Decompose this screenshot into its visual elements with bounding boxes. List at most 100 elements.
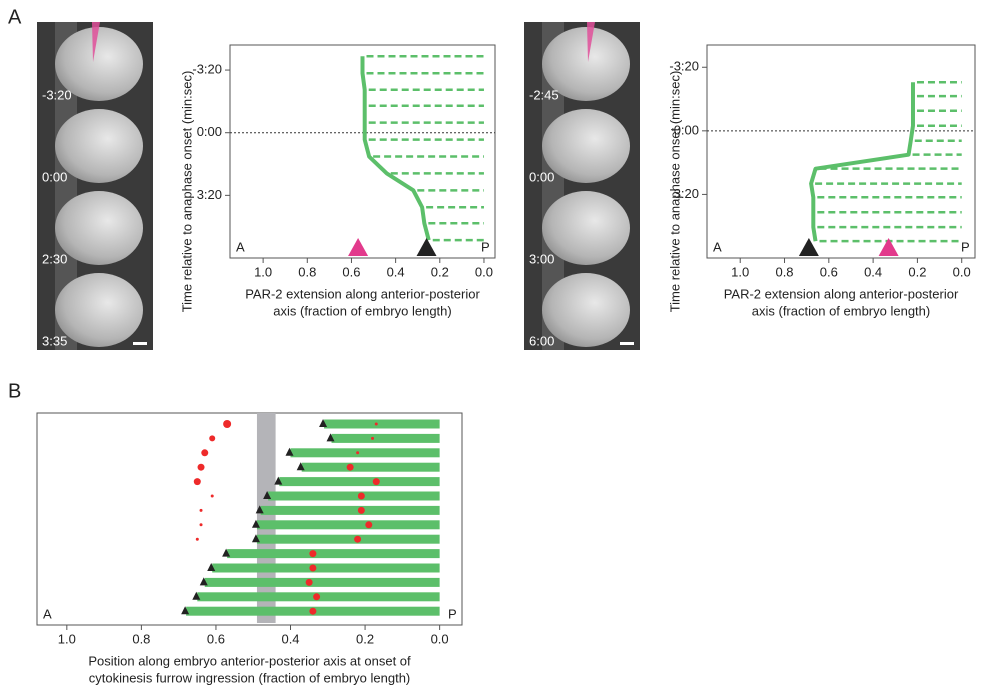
dot xyxy=(346,463,354,471)
bar-marker xyxy=(199,577,208,586)
bar xyxy=(256,534,440,544)
x-axis-label: axis (fraction of embryo length) xyxy=(273,303,451,318)
x-axis-label: cytokinesis furrow ingression (fraction … xyxy=(89,670,411,685)
bar-marker xyxy=(207,563,216,571)
bar xyxy=(260,505,440,515)
bar xyxy=(301,462,440,472)
x-tick-label: 0.4 xyxy=(864,264,882,279)
dot xyxy=(356,451,360,455)
timestamp: 3:35 xyxy=(42,333,67,348)
extension-trace xyxy=(360,56,431,241)
dot xyxy=(365,521,373,529)
x-tick-label: 0.0 xyxy=(475,264,493,279)
position-marker xyxy=(878,238,899,256)
position-marker xyxy=(798,238,819,256)
bar-marker xyxy=(274,476,283,485)
panel-label: B xyxy=(8,380,21,402)
dot xyxy=(309,550,317,558)
timestamp: 3:00 xyxy=(529,251,554,266)
dot xyxy=(195,537,199,541)
plot-frame xyxy=(706,44,976,259)
embryo xyxy=(55,191,143,265)
scale-bar xyxy=(133,342,147,345)
position-marker xyxy=(348,238,369,256)
axis-end-label: A xyxy=(713,239,722,254)
axis-end-label: A xyxy=(43,606,52,621)
bar-marker xyxy=(319,419,328,427)
dot xyxy=(210,494,214,498)
x-axis-label: PAR-2 extension along anterior-posterior xyxy=(724,286,959,301)
dot xyxy=(374,422,378,426)
shaded-range xyxy=(256,413,276,623)
timestamp: -3:20 xyxy=(42,87,72,102)
embryo xyxy=(55,273,143,347)
bar xyxy=(227,549,440,559)
timestamp: 2:30 xyxy=(42,251,67,266)
dot xyxy=(305,578,313,586)
x-axis-label: PAR-2 extension along anterior-posterior xyxy=(245,286,480,301)
dot xyxy=(309,607,317,615)
embryo xyxy=(55,27,143,101)
y-tick-label: 0:00 xyxy=(674,122,699,137)
y-tick-label: 0:00 xyxy=(197,124,222,139)
timestamp: 0:00 xyxy=(529,169,554,184)
dot xyxy=(223,420,232,428)
bar-marker xyxy=(263,491,272,499)
bar-marker xyxy=(296,462,305,471)
embryo xyxy=(55,109,143,183)
x-tick-label: 0.8 xyxy=(298,264,316,279)
x-tick-label: 1.0 xyxy=(58,631,76,646)
bar xyxy=(256,520,440,530)
dot xyxy=(371,436,375,440)
axis-end-label: A xyxy=(236,239,245,254)
bar xyxy=(279,477,440,487)
axis-end-label: P xyxy=(961,239,970,254)
dot xyxy=(201,449,209,457)
bar-marker xyxy=(326,433,335,442)
x-tick-label: 0.2 xyxy=(908,264,926,279)
bar-marker xyxy=(251,534,260,543)
y-axis-label: Time relative to anaphase onset (min:sec… xyxy=(179,71,194,313)
dot xyxy=(199,508,203,512)
x-tick-label: 1.0 xyxy=(731,264,749,279)
dot xyxy=(357,506,365,514)
x-axis-label: Position along embryo anterior-posterior… xyxy=(88,653,411,668)
dot xyxy=(357,492,365,500)
bar xyxy=(324,419,440,429)
extension-trace xyxy=(809,82,915,242)
x-tick-label: 0.4 xyxy=(281,631,299,646)
scale-bar xyxy=(620,342,634,345)
y-tick-label: 3:20 xyxy=(197,187,222,202)
embryo xyxy=(542,191,630,265)
embryo xyxy=(542,273,630,347)
x-tick-label: 0.0 xyxy=(431,631,449,646)
dot xyxy=(372,478,380,486)
bar xyxy=(212,563,440,573)
timestamp: -2:45 xyxy=(529,87,559,102)
axis-end-label: P xyxy=(481,239,490,254)
bar-marker xyxy=(181,606,190,615)
bar-marker xyxy=(255,505,264,514)
dot xyxy=(309,564,317,572)
x-tick-label: 0.4 xyxy=(387,264,405,279)
timestamp: 0:00 xyxy=(42,169,67,184)
axis-end-label: P xyxy=(448,606,457,621)
bar-marker xyxy=(251,519,260,528)
bar-marker xyxy=(192,591,201,600)
dot xyxy=(199,523,203,527)
dot xyxy=(193,478,201,486)
bar-marker xyxy=(222,548,231,557)
bar xyxy=(268,491,440,501)
bar-marker xyxy=(285,447,294,456)
x-tick-label: 0.0 xyxy=(953,264,971,279)
y-tick-label: -3:20 xyxy=(669,59,699,74)
dot xyxy=(197,463,205,471)
position-marker xyxy=(416,238,437,256)
dot xyxy=(209,435,216,442)
y-tick-label: -3:20 xyxy=(192,61,222,76)
plot-frame xyxy=(229,44,496,259)
x-tick-label: 0.6 xyxy=(207,631,225,646)
x-tick-label: 0.6 xyxy=(342,264,360,279)
laser-wedge xyxy=(92,22,100,62)
